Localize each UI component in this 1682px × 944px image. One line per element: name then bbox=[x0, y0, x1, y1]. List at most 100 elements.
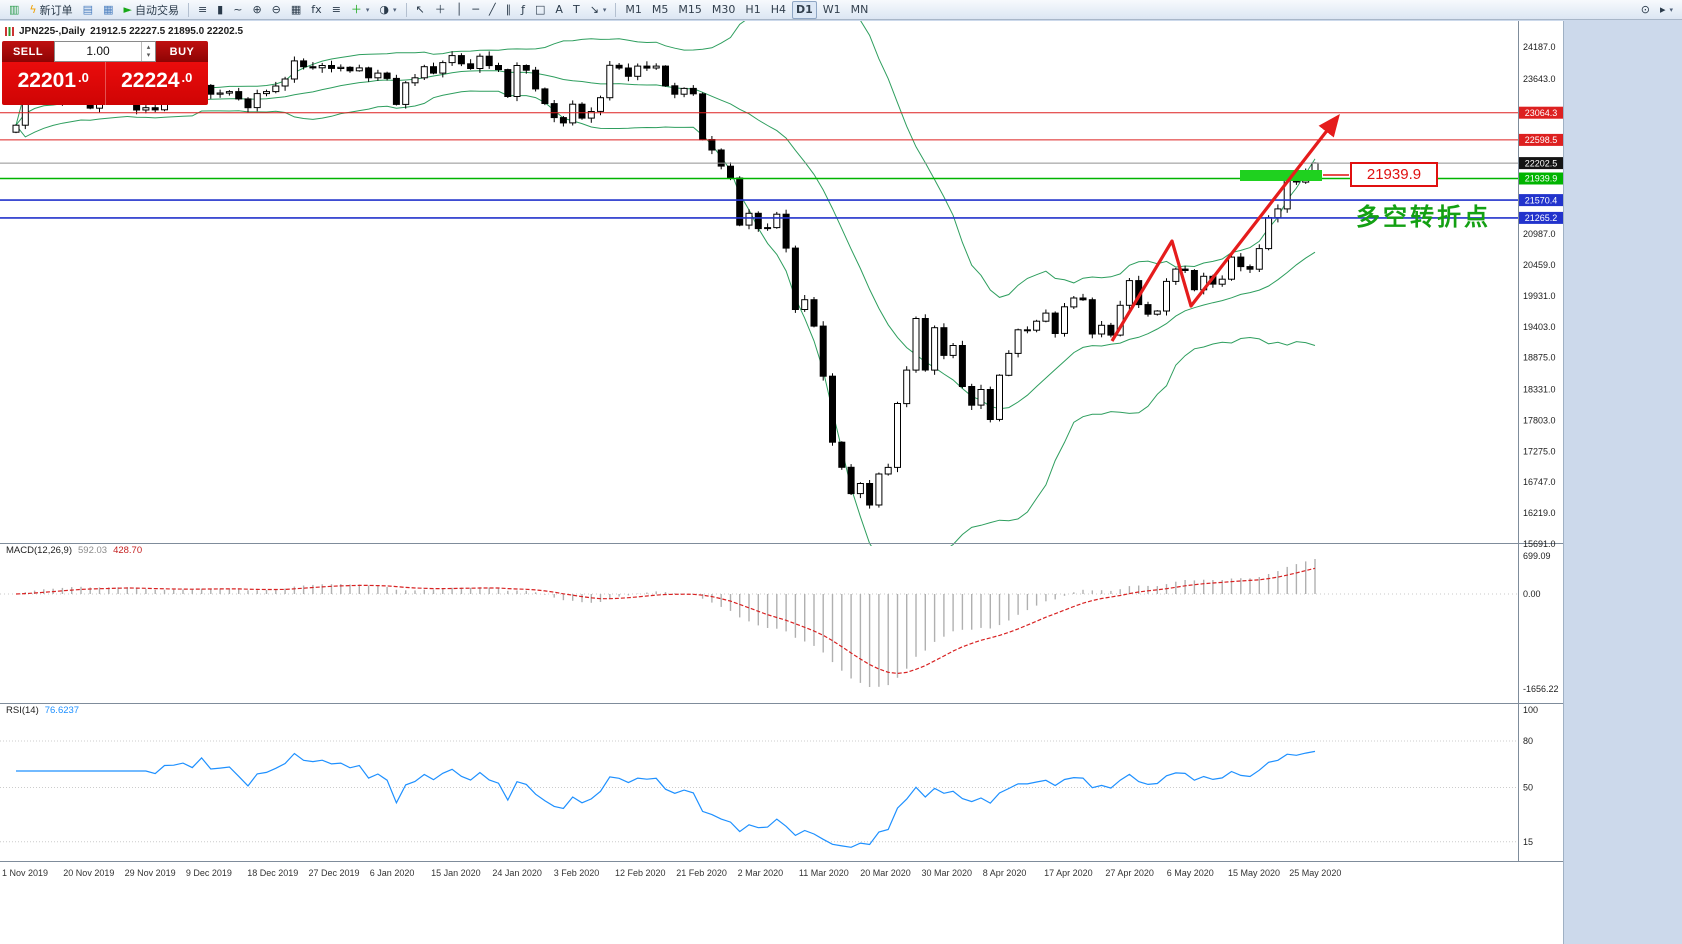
volume-field[interactable]: 1.00 ▴ ▾ bbox=[54, 41, 156, 62]
objects-list-icon: ≡ bbox=[331, 2, 341, 16]
indicators-button[interactable]: fx bbox=[307, 2, 325, 18]
arrows-button[interactable]: ↘ ▾ bbox=[586, 2, 611, 18]
fibonacci-icon: ƒ bbox=[521, 2, 526, 16]
buy-button[interactable]: BUY bbox=[156, 41, 208, 62]
search-button[interactable]: ⊙ bbox=[1637, 2, 1654, 18]
svg-text:21570.4: 21570.4 bbox=[1525, 195, 1558, 205]
auto-trading-button[interactable]: ► 自动交易 bbox=[119, 2, 182, 18]
timeframe-m30-label: M30 bbox=[711, 3, 736, 16]
svg-text:6 May 2020: 6 May 2020 bbox=[1167, 868, 1214, 878]
timeframe-h1-label: H1 bbox=[745, 3, 761, 16]
axes[interactable]: 24187.0 23643.0 20987.0 20459.0 19931.0 19403… bbox=[0, 21, 1563, 862]
trendline-icon: ╱ bbox=[489, 2, 496, 16]
svg-text:80: 80 bbox=[1523, 736, 1533, 746]
vertical-line-button[interactable]: │ bbox=[452, 2, 467, 18]
svg-text:22202.5: 22202.5 bbox=[1525, 158, 1558, 168]
rsi-name: RSI(14) bbox=[6, 705, 39, 716]
trendline-button[interactable]: ╱ bbox=[485, 2, 500, 18]
dropdown-arrow-icon: ▾ bbox=[393, 5, 397, 14]
volume-down-icon[interactable]: ▾ bbox=[146, 51, 151, 59]
price-callout-box[interactable]: 21939.9 bbox=[1350, 162, 1438, 187]
svg-text:27 Dec 2019: 27 Dec 2019 bbox=[309, 868, 360, 878]
fibonacci-button[interactable]: ƒ bbox=[517, 2, 529, 18]
trend-zigzag-arrow[interactable] bbox=[1110, 113, 1340, 342]
rsi-value: 76.6237 bbox=[44, 705, 80, 716]
svg-text:21939.9: 21939.9 bbox=[1525, 174, 1558, 184]
timeframe-w1-button[interactable]: W1 bbox=[819, 2, 845, 18]
text-button[interactable]: A bbox=[551, 2, 567, 18]
svg-text:17 Apr 2020: 17 Apr 2020 bbox=[1044, 868, 1093, 878]
timeframe-m1-button[interactable]: M1 bbox=[621, 2, 646, 18]
zoom-out-button[interactable]: ⊖ bbox=[268, 2, 285, 18]
chart-window-button[interactable]: ▥ bbox=[5, 2, 23, 18]
svg-text:30 Mar 2020: 30 Mar 2020 bbox=[922, 868, 973, 878]
volume-up-icon[interactable]: ▴ bbox=[146, 43, 151, 51]
indicators-icon: fx bbox=[311, 2, 322, 16]
svg-text:0.00: 0.00 bbox=[1523, 589, 1541, 599]
timeframe-mn-button[interactable]: MN bbox=[847, 2, 873, 18]
horizontal-line-button[interactable]: ─ bbox=[468, 2, 483, 18]
new-order-button[interactable]: ϟ 新订单 bbox=[25, 2, 76, 18]
sell-price[interactable]: 22201 .0 bbox=[2, 62, 105, 105]
svg-text:17803.0: 17803.0 bbox=[1523, 415, 1556, 425]
dropdown-arrow-icon: ▾ bbox=[365, 5, 370, 14]
crosshair-button[interactable]: ＋ bbox=[431, 2, 450, 18]
timeframe-d1-button[interactable]: D1 bbox=[791, 0, 817, 19]
chart-canvas[interactable]: 24187.0 23643.0 20987.0 20459.0 19931.0 19403… bbox=[0, 21, 1563, 944]
buy-price[interactable]: 22224 .0 bbox=[104, 62, 209, 105]
line-chart-icon: ~ bbox=[233, 2, 243, 16]
svg-text:9 Dec 2019: 9 Dec 2019 bbox=[186, 868, 232, 878]
timeframe-h4-button[interactable]: H4 bbox=[767, 2, 790, 18]
turning-point-note[interactable]: 多空转折点 bbox=[1356, 203, 1491, 231]
sell-button[interactable]: SELL bbox=[2, 41, 54, 62]
text-label-button[interactable]: T bbox=[569, 2, 584, 18]
add-chart-button[interactable]: ＋ ▾ bbox=[347, 2, 374, 18]
periods-icon: ◑ bbox=[379, 2, 390, 16]
date-axis[interactable]: 1 Nov 2019 20 Nov 2019 29 Nov 2019 9 Dec 20… bbox=[2, 868, 1341, 878]
shapes-button[interactable]: □ bbox=[531, 2, 549, 18]
svg-text:-1656.22: -1656.22 bbox=[1523, 684, 1559, 694]
channel-button[interactable]: ∥ bbox=[502, 2, 516, 18]
timeframe-h1-button[interactable]: H1 bbox=[741, 2, 764, 18]
chart-annotations[interactable] bbox=[1110, 113, 1349, 342]
charts-profile-button[interactable]: ▤ bbox=[79, 2, 97, 18]
svg-text:22598.5: 22598.5 bbox=[1525, 135, 1558, 145]
line-chart-button[interactable]: ~ bbox=[229, 2, 246, 18]
bar-chart-button[interactable]: ≡ bbox=[194, 2, 211, 18]
auto-trading-icon: ► bbox=[123, 2, 132, 16]
text-icon: A bbox=[555, 2, 563, 16]
timeframe-m5-label: M5 bbox=[651, 3, 669, 16]
data-window-button[interactable]: ▦ bbox=[99, 2, 117, 18]
zoom-in-button[interactable]: ⊕ bbox=[248, 2, 265, 18]
svg-text:1 Nov 2019: 1 Nov 2019 bbox=[2, 868, 48, 878]
zoom-in-icon: ⊕ bbox=[252, 2, 262, 16]
timeframe-m30-button[interactable]: M30 bbox=[708, 2, 740, 18]
volume-spinner[interactable]: ▴ ▾ bbox=[141, 42, 155, 61]
svg-text:17275.0: 17275.0 bbox=[1523, 446, 1556, 456]
svg-text:19931.0: 19931.0 bbox=[1523, 291, 1556, 301]
timeframe-mn-label: MN bbox=[850, 3, 869, 16]
periods-button[interactable]: ◑ ▾ bbox=[375, 2, 400, 18]
add-chart-icon: ＋ bbox=[350, 2, 362, 16]
candlestick-chart-button[interactable]: ▮ bbox=[213, 2, 227, 18]
new-order-icon: ϟ bbox=[29, 2, 37, 16]
chart-window-icon: ▥ bbox=[9, 2, 20, 16]
highlight-zone[interactable] bbox=[1240, 170, 1322, 181]
timeframe-w1-label: W1 bbox=[822, 3, 841, 16]
toolbar-separator bbox=[405, 2, 407, 17]
timeframe-m15-button[interactable]: M15 bbox=[674, 2, 706, 18]
quick-nav-button[interactable]: ▸ ▾ bbox=[1656, 2, 1677, 18]
cursor-button[interactable]: ↖ bbox=[412, 2, 429, 18]
sell-price-frac: .0 bbox=[78, 70, 89, 85]
chart-window[interactable]: 24187.0 23643.0 20987.0 20459.0 19931.0 19403… bbox=[0, 21, 1563, 944]
shapes-icon: □ bbox=[535, 2, 546, 16]
timeframe-m5-button[interactable]: M5 bbox=[648, 2, 673, 18]
svg-text:27 Apr 2020: 27 Apr 2020 bbox=[1105, 868, 1154, 878]
tile-windows-button[interactable]: ▦ bbox=[287, 2, 305, 18]
candlestick-series bbox=[12, 51, 1319, 509]
arrows-icon: ↘ bbox=[589, 2, 599, 16]
crosshair-icon: ＋ bbox=[434, 2, 446, 16]
macd-pane bbox=[0, 559, 1518, 687]
objects-list-button[interactable]: ≡ bbox=[328, 2, 345, 18]
svg-text:23064.3: 23064.3 bbox=[1525, 108, 1558, 118]
